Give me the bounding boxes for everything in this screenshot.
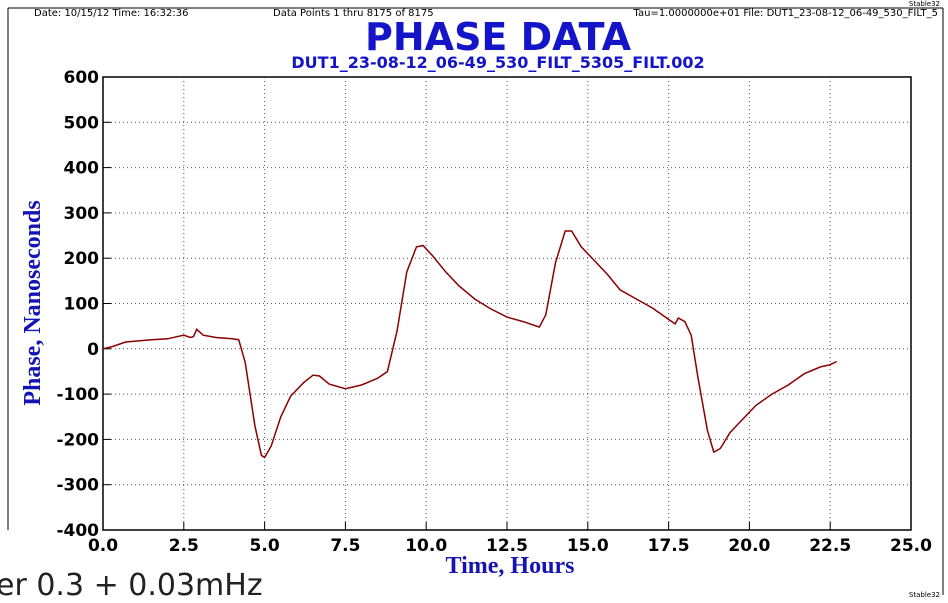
x-tick-label: 25.0 <box>890 536 932 556</box>
header-file: Tau=1.0000000e+01 File: DUT1_23-08-12_06… <box>633 8 938 19</box>
y-tick-label: 400 <box>64 159 100 179</box>
y-tick-label: 500 <box>64 113 100 133</box>
x-tick-label: 15.0 <box>567 536 609 556</box>
header-points: Data Points 1 thru 8175 of 8175 <box>273 8 434 19</box>
watermark: Stable32 <box>909 0 940 8</box>
y-tick-label: 300 <box>64 204 100 224</box>
watermark-bottom: Stable32 <box>909 591 940 599</box>
x-tick-label: 12.5 <box>486 536 528 556</box>
header-date: Date: 10/15/12 Time: 16:32:36 <box>34 8 188 19</box>
x-tick-label: 7.5 <box>330 536 360 556</box>
y-tick-label: 0 <box>87 340 99 360</box>
y-tick-label: -100 <box>56 385 99 405</box>
y-tick-label: -200 <box>56 430 99 450</box>
y-axis-label: Phase, Nanoseconds <box>20 200 46 405</box>
x-tick-label: 5.0 <box>250 536 280 556</box>
y-tick-label: 600 <box>64 68 100 88</box>
x-tick-label: 17.5 <box>648 536 690 556</box>
x-tick-label: 2.5 <box>169 536 199 556</box>
x-tick-label: 10.0 <box>405 536 447 556</box>
x-tick-label: 22.5 <box>809 536 851 556</box>
y-tick-label: -300 <box>56 476 99 496</box>
y-tick-label: -400 <box>56 521 99 541</box>
y-tick-label: 200 <box>64 249 100 269</box>
x-axis-label: Time, Hours <box>446 553 575 579</box>
overlay-text: er 0.3 + 0.03mHz <box>0 568 263 603</box>
chart-title: PHASE DATA <box>365 15 632 59</box>
data-line <box>102 230 838 459</box>
plot-frame <box>102 76 912 531</box>
x-tick-label: 0.0 <box>88 536 118 556</box>
x-tick-label: 20.0 <box>728 536 770 556</box>
chart-subtitle: DUT1_23-08-12_06-49_530_FILT_5305_FILT.0… <box>291 53 704 72</box>
y-tick-label: 100 <box>64 295 100 315</box>
